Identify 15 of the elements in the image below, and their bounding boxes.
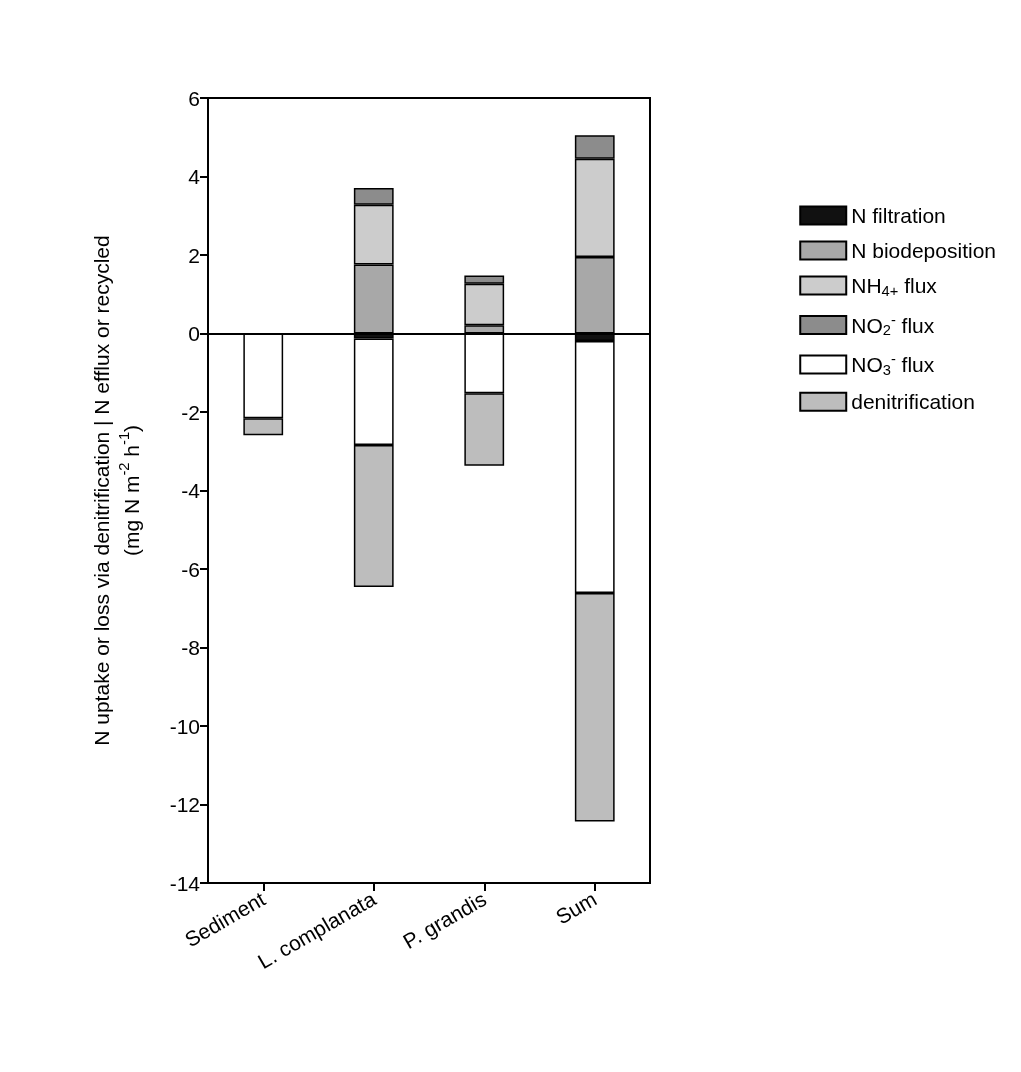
y-tick-label: -10 (169, 714, 200, 738)
y-tick-label: -14 (169, 871, 201, 895)
y-tick-label: -8 (181, 636, 200, 659)
y-tick-label: -2 (181, 400, 200, 424)
y-tick-label: -6 (181, 557, 200, 581)
legend-label: denitrification (851, 390, 975, 414)
legend-label: N biodeposition (851, 239, 996, 262)
y-tick-label: 4 (188, 165, 201, 188)
y-tick-label: 6 (188, 86, 200, 110)
y-tick-label: -12 (169, 793, 200, 816)
y-tick-label: -4 (181, 479, 201, 502)
x-tick-label: Sum (551, 887, 601, 929)
y-tick-label: 2 (188, 243, 200, 267)
y-tick-label: 0 (188, 322, 200, 345)
legend-label: N filtration (851, 204, 946, 227)
